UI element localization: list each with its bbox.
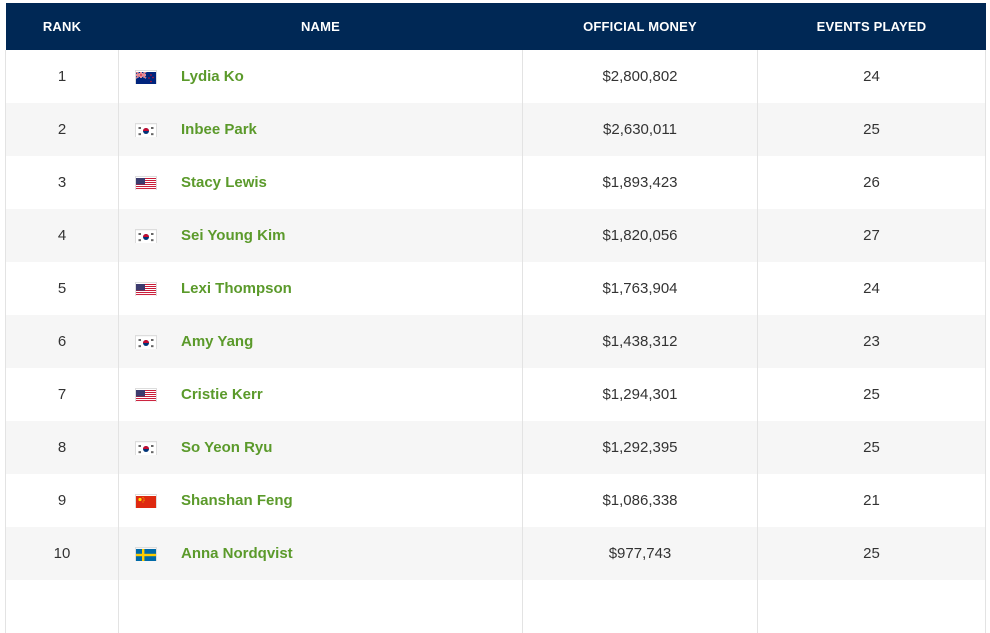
sweden-flag-icon <box>135 546 157 561</box>
header-rank[interactable]: RANK <box>42 19 82 34</box>
table-row: 2 Inbee Park $2,630,011 25 <box>5 103 986 156</box>
name-cell: Lexi Thompson <box>118 262 523 315</box>
usa-flag-icon <box>135 281 157 296</box>
player-link[interactable]: Cristie Kerr <box>181 386 263 403</box>
south-korea-flag-icon <box>135 334 157 349</box>
name-cell: Cristie Kerr <box>118 368 523 421</box>
events-cell: 23 <box>757 315 986 368</box>
name-cell: Shanshan Feng <box>118 474 523 527</box>
events-cell: 24 <box>757 262 986 315</box>
header-official-money[interactable]: OFFICIAL MONEY <box>583 19 697 34</box>
table-row: 4 Sei Young Kim $1,820,056 27 <box>5 209 986 262</box>
money-cell: $1,893,423 <box>522 156 758 209</box>
events-cell: 21 <box>757 474 986 527</box>
table-row: 5 Lexi Thompson $1,763,904 24 <box>5 262 986 315</box>
money-cell: $2,800,802 <box>522 50 758 103</box>
money-cell: $1,292,395 <box>522 421 758 474</box>
table-row: 1 Lydia Ko $2,800,802 24 <box>5 50 986 103</box>
events-cell: 25 <box>757 368 986 421</box>
rank-cell: 1 <box>5 50 119 103</box>
rank-cell: 8 <box>5 421 119 474</box>
events-cell: 25 <box>757 421 986 474</box>
money-cell: $1,820,056 <box>522 209 758 262</box>
events-cell: 25 <box>757 103 986 156</box>
events-cell: 27 <box>757 209 986 262</box>
name-cell: Stacy Lewis <box>118 156 523 209</box>
events-cell: 25 <box>757 527 986 580</box>
table-row-partial <box>5 580 986 633</box>
south-korea-flag-icon <box>135 122 157 137</box>
money-list-table-container: RANK NAME OFFICIAL MONEY EVENTS PLAYED 1… <box>5 3 986 633</box>
header-row: RANK NAME OFFICIAL MONEY EVENTS PLAYED <box>5 3 986 50</box>
money-cell: $977,743 <box>522 527 758 580</box>
table-row: 9 Shanshan Feng $1,086,338 21 <box>5 474 986 527</box>
name-cell: Lydia Ko <box>118 50 523 103</box>
events-cell: 24 <box>757 50 986 103</box>
rank-cell: 9 <box>5 474 119 527</box>
rank-cell: 6 <box>5 315 119 368</box>
player-link[interactable]: Lydia Ko <box>181 68 244 85</box>
player-link[interactable]: Sei Young Kim <box>181 227 286 244</box>
player-link[interactable]: Shanshan Feng <box>181 492 293 509</box>
name-cell: Sei Young Kim <box>118 209 523 262</box>
new-zealand-flag-icon <box>135 69 157 84</box>
table-row: 7 Cristie Kerr $1,294,301 25 <box>5 368 986 421</box>
events-cell: 26 <box>757 156 986 209</box>
money-cell: $1,294,301 <box>522 368 758 421</box>
player-link[interactable]: Amy Yang <box>181 333 254 350</box>
table-row: 3 Stacy Lewis $1,893,423 26 <box>5 156 986 209</box>
player-link[interactable]: Anna Nordqvist <box>181 545 293 562</box>
name-cell: Inbee Park <box>118 103 523 156</box>
player-link[interactable]: Lexi Thompson <box>181 280 292 297</box>
south-korea-flag-icon <box>135 228 157 243</box>
rank-cell: 3 <box>5 156 119 209</box>
usa-flag-icon <box>135 175 157 190</box>
table-header: RANK NAME OFFICIAL MONEY EVENTS PLAYED <box>5 3 986 50</box>
rank-cell: 5 <box>5 262 119 315</box>
money-cell: $1,763,904 <box>522 262 758 315</box>
rank-cell: 10 <box>5 527 119 580</box>
money-cell: $1,086,338 <box>522 474 758 527</box>
name-cell: Anna Nordqvist <box>118 527 523 580</box>
usa-flag-icon <box>135 387 157 402</box>
player-link[interactable]: Inbee Park <box>181 121 257 138</box>
name-cell: So Yeon Ryu <box>118 421 523 474</box>
name-cell: Amy Yang <box>118 315 523 368</box>
table-body: 1 Lydia Ko $2,800,802 24 2 Inbee Park $2… <box>5 50 986 633</box>
table-row: 6 Amy Yang $1,438,312 23 <box>5 315 986 368</box>
player-link[interactable]: So Yeon Ryu <box>181 439 273 456</box>
player-link[interactable]: Stacy Lewis <box>181 174 267 191</box>
money-cell: $1,438,312 <box>522 315 758 368</box>
money-list-table: RANK NAME OFFICIAL MONEY EVENTS PLAYED 1… <box>5 3 986 633</box>
rank-cell: 2 <box>5 103 119 156</box>
china-flag-icon <box>135 493 157 508</box>
rank-cell: 7 <box>5 368 119 421</box>
money-cell: $2,630,011 <box>522 103 758 156</box>
south-korea-flag-icon <box>135 440 157 455</box>
table-row: 10 Anna Nordqvist $977,743 25 <box>5 527 986 580</box>
header-events-played[interactable]: EVENTS PLAYED <box>816 19 927 34</box>
table-row: 8 So Yeon Ryu $1,292,395 25 <box>5 421 986 474</box>
header-name[interactable]: NAME <box>300 19 341 34</box>
rank-cell: 4 <box>5 209 119 262</box>
